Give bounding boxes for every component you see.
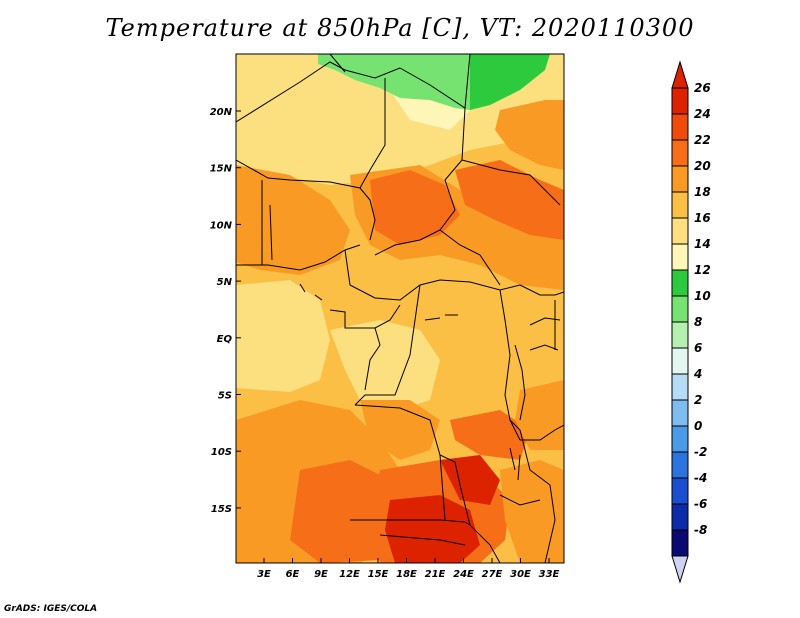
colorbar-label: 14 (694, 237, 711, 251)
country-borders (236, 54, 564, 563)
colorbar-segment (671, 503, 689, 531)
colorbar-segment (671, 217, 689, 245)
map-frame (235, 53, 565, 564)
colorbar-segment (671, 529, 689, 557)
colorbar-label: 0 (694, 419, 702, 433)
colorbar-segment (671, 191, 689, 219)
colorbar-label: 22 (694, 133, 711, 147)
colorbar-segment (671, 425, 689, 453)
lon-tick-label: 3E (257, 569, 271, 580)
map-title: Temperature at 850hPa [C], VT: 202011030… (105, 14, 695, 42)
lon-tick-label: 18E (396, 569, 417, 580)
latitude-axis: 20N 15N 10N 5N EQ 5S 10S 15S (210, 107, 241, 515)
lon-tick-label: 21E (425, 569, 446, 580)
colorbar-label: 8 (694, 315, 702, 329)
colorbar-label: 16 (694, 211, 711, 225)
lat-tick-label: 10S (211, 447, 232, 458)
colorbar-segment (671, 87, 689, 115)
colorbar-segment (671, 243, 689, 271)
colorbar-segment (671, 269, 689, 297)
lat-tick-label: 10N (210, 220, 233, 231)
colorbar-segment (671, 295, 689, 323)
lon-tick-label: 33E (539, 569, 560, 580)
colorbar-label: 2 (694, 393, 702, 407)
lon-tick-label: 12E (339, 569, 360, 580)
colorbar-segment (671, 139, 689, 167)
colorbar-segment (671, 399, 689, 427)
colorbar-segment (671, 347, 689, 375)
colorbar-label: 20 (694, 159, 711, 173)
colorbar-segment (671, 477, 689, 505)
lon-tick-label: 30E (510, 569, 531, 580)
colorbar-segment (671, 113, 689, 141)
lon-tick-label: 6E (286, 569, 300, 580)
longitude-axis: 3E 6E 9E 12E 15E 18E 21E 24E 27E 30E 33E (257, 558, 560, 580)
colorbar-bottom-arrow (671, 555, 689, 584)
colorbar-label: -4 (694, 471, 707, 485)
colorbar-label: 24 (694, 107, 711, 121)
lon-tick-label: 15E (368, 569, 389, 580)
lat-tick-label: EQ (217, 334, 233, 345)
colorbar-label: 12 (694, 263, 711, 277)
colorbar-segment (671, 165, 689, 193)
colorbar-label: 4 (693, 367, 702, 381)
colorbar-label: 18 (694, 185, 711, 199)
lon-tick-label: 27E (482, 569, 503, 580)
lon-tick-label: 24E (453, 569, 474, 580)
grads-credit: GrADS: IGES/COLA (4, 604, 98, 614)
colorbar-top-arrow (671, 60, 689, 89)
colorbar-label: 10 (694, 289, 711, 303)
colorbar-label: 26 (694, 81, 711, 95)
colorbar-label: 6 (694, 341, 702, 355)
colorbar-label: -6 (694, 497, 707, 511)
lat-tick-label: 15N (210, 164, 233, 175)
colorbar-segment (671, 321, 689, 349)
lat-tick-label: 15S (211, 504, 232, 515)
temperature-field (236, 54, 564, 563)
colorbar-label: -8 (694, 523, 707, 537)
lon-tick-label: 9E (314, 569, 328, 580)
lat-tick-label: 5N (217, 277, 233, 288)
lat-tick-label: 5S (218, 391, 232, 402)
colorbar-segment (671, 373, 689, 401)
lat-tick-label: 20N (210, 107, 233, 118)
colorbar-segment (671, 451, 689, 479)
colorbar-label: -2 (694, 445, 707, 459)
